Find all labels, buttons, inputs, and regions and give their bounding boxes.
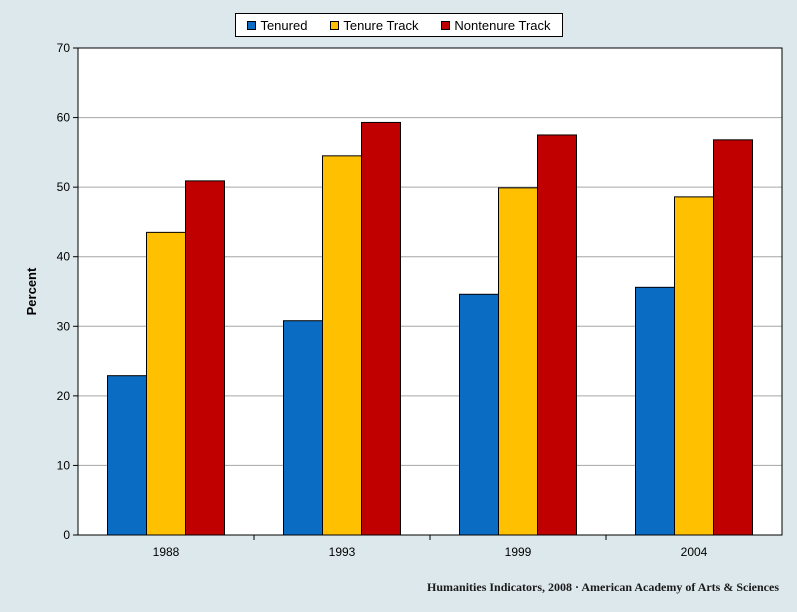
x-tick-label: 1993	[329, 545, 356, 559]
legend: Tenured Tenure Track Nontenure Track	[235, 13, 563, 37]
bar	[459, 293, 499, 536]
bar	[498, 187, 538, 536]
legend-item: Nontenure Track	[441, 17, 551, 33]
bar	[185, 180, 225, 536]
y-tick-label: 40	[57, 250, 71, 264]
x-tick-label: 2004	[681, 545, 708, 559]
legend-item: Tenure Track	[330, 17, 419, 33]
y-tick-label: 0	[63, 528, 70, 542]
legend-label: Tenure Track	[343, 17, 419, 33]
y-tick-label: 10	[57, 458, 71, 472]
x-tick-label: 1999	[505, 545, 532, 559]
bar	[322, 155, 362, 536]
legend-swatch	[330, 20, 340, 30]
bar	[283, 320, 323, 536]
x-tick-label: 1988	[153, 545, 180, 559]
y-tick-label: 20	[57, 389, 71, 403]
bar	[674, 196, 714, 536]
legend-swatch	[441, 20, 451, 30]
plot-border	[77, 47, 783, 536]
y-tick-label: 50	[57, 180, 71, 194]
bar	[537, 134, 577, 536]
bar	[713, 139, 753, 536]
legend-label: Tenured	[260, 17, 308, 33]
y-tick-label: 60	[57, 111, 71, 125]
bar	[107, 375, 147, 536]
source-credit: Humanities Indicators, 2008 · American A…	[427, 580, 779, 594]
legend-swatch	[247, 20, 257, 30]
y-tick-label: 30	[57, 319, 71, 333]
bar	[146, 231, 186, 536]
legend-label: Nontenure Track	[454, 17, 551, 33]
y-axis-title: Percent	[24, 267, 39, 315]
bar	[361, 121, 401, 536]
legend-item: Tenured	[247, 18, 307, 33]
y-tick-label: 70	[57, 41, 71, 55]
bar	[635, 286, 675, 536]
